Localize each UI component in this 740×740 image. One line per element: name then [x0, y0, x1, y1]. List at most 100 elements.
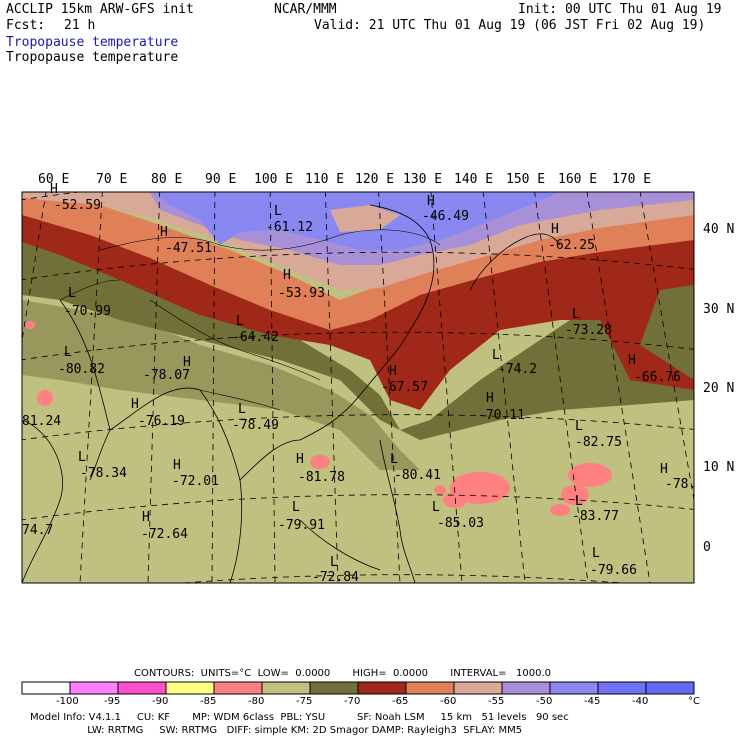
extremum-value: -72.84: [312, 570, 359, 585]
lon-label: 90 E: [205, 172, 237, 187]
extremum-value: -78.07: [143, 368, 190, 383]
extremum-mark: H: [296, 452, 304, 467]
legend-swatch: [357, 681, 407, 695]
coastlines: [22, 204, 561, 583]
legend-tick: -85: [200, 696, 217, 707]
field-name-secondary: Tropopause temperature: [6, 50, 179, 65]
extremum-mark: H: [283, 268, 291, 283]
legend-tick: -45: [584, 696, 601, 707]
legend-swatch: [165, 681, 215, 695]
extremum-mark: L: [64, 345, 72, 360]
lon-label: 80 E: [151, 172, 183, 187]
extremum-value: -73.28: [565, 323, 612, 338]
lon-label: 70 E: [96, 172, 128, 187]
legend-swatch: [453, 681, 503, 695]
legend-tick: -60: [440, 696, 457, 707]
legend-swatch: [405, 681, 455, 695]
extremum-value: -79.66: [590, 563, 637, 578]
legend-tick: -80: [248, 696, 265, 707]
legend-unit: °C: [688, 696, 700, 707]
extremum-value: -64.42: [232, 330, 279, 345]
extremum-mark: L: [572, 307, 580, 322]
lat-label: 40 N: [703, 222, 735, 237]
plot-title: ACCLIP 15km ARW-GFS init: [6, 2, 194, 17]
extremum-mark: L: [68, 286, 76, 301]
extremum-mark: L: [492, 348, 500, 363]
extremum-value: -46.49: [422, 209, 469, 224]
legend-swatch: [549, 681, 599, 695]
model-info-line2: LW: RRTMG SW: RRTMG DIFF: simple KM: 2D …: [30, 725, 523, 736]
valid-time: Valid: 21 UTC Thu 01 Aug 19 (06 JST Fri …: [314, 18, 706, 33]
extremum-value: 74.7: [22, 523, 54, 538]
legend-tick: -100: [56, 696, 79, 707]
extremum-mark: H: [660, 462, 668, 477]
extremum-mark: L: [236, 314, 244, 329]
extremum-value: -79.91: [278, 518, 325, 533]
legend-tick: -55: [488, 696, 505, 707]
lon-label: 100 E: [254, 172, 294, 187]
extremum-mark: L: [238, 402, 246, 417]
graticule: [22, 192, 694, 583]
extremum-value: -80.41: [394, 468, 441, 483]
extremum-mark: H: [389, 364, 397, 379]
extremum-value: -62.25: [548, 238, 595, 253]
extremum-value: -72.64: [141, 527, 188, 542]
extremum-mark: H: [628, 353, 636, 368]
legend-tick: -70: [344, 696, 361, 707]
extremum-mark: L: [575, 419, 583, 434]
extremum-mark: H: [50, 182, 58, 197]
lat-label: 30 N: [703, 302, 735, 317]
forecast-label: Fcst:: [6, 18, 46, 33]
lat-label: 10 N: [703, 460, 735, 475]
extremum-value: -78.34: [80, 466, 127, 481]
extremum-mark: H: [160, 225, 168, 240]
extremum-value: -72.01: [172, 474, 219, 489]
legend-swatch: [645, 681, 695, 695]
lon-label: 60 E: [38, 172, 70, 187]
legend-swatch: [501, 681, 551, 695]
extremum-mark: L: [575, 494, 583, 509]
center-label: NCAR/MMM: [274, 2, 337, 17]
legend-tick: -40: [632, 696, 649, 707]
extremum-mark: L: [592, 546, 600, 561]
extremum-value: -66.76: [634, 370, 681, 385]
legend-swatch: [309, 681, 359, 695]
extremum-value: -78.49: [232, 418, 279, 433]
extremum-value: -47.51: [165, 241, 212, 256]
lon-label: 110 E: [305, 172, 345, 187]
extremum-mark: H: [427, 194, 435, 209]
field-name-primary: Tropopause temperature: [6, 35, 179, 50]
legend-swatch: [597, 681, 647, 695]
extremum-mark: H: [551, 222, 559, 237]
extremum-value: -76.19: [138, 414, 185, 429]
extremum-mark: L: [292, 500, 300, 515]
extremum-value: -53.93: [278, 286, 325, 301]
extremum-value: -74.2: [498, 362, 538, 377]
extremum-mark: H: [183, 355, 191, 370]
extremum-value: -61.12: [266, 220, 313, 235]
legend-tick: -75: [296, 696, 313, 707]
legend-tick: -65: [392, 696, 409, 707]
extremum-value: -67.57: [381, 380, 428, 395]
legend-swatch: [69, 681, 119, 695]
extremum-mark: L: [390, 452, 398, 467]
lat-label: 0: [703, 540, 711, 555]
legend-tick: -50: [536, 696, 553, 707]
extremum-value: -82.75: [575, 435, 622, 450]
lon-label: 150 E: [506, 172, 546, 187]
extremum-mark: H: [173, 458, 181, 473]
extremum-mark: H: [142, 510, 150, 525]
forecast-hour: 21 h: [64, 18, 96, 33]
extremum-mark: L: [78, 450, 86, 465]
extremum-value: -52.59: [54, 198, 101, 213]
extremum-value: -70.99: [64, 304, 111, 319]
extremum-mark: L: [330, 555, 338, 570]
extremum-value: -85.03: [437, 516, 484, 531]
lon-label: 160 E: [558, 172, 598, 187]
extremum-value: -80.82: [58, 362, 105, 377]
lon-label: 130 E: [403, 172, 443, 187]
legend-swatch: [21, 681, 71, 695]
contours-info: CONTOURS: UNITS=°C LOW= 0.0000 HIGH= 0.0…: [134, 668, 552, 679]
